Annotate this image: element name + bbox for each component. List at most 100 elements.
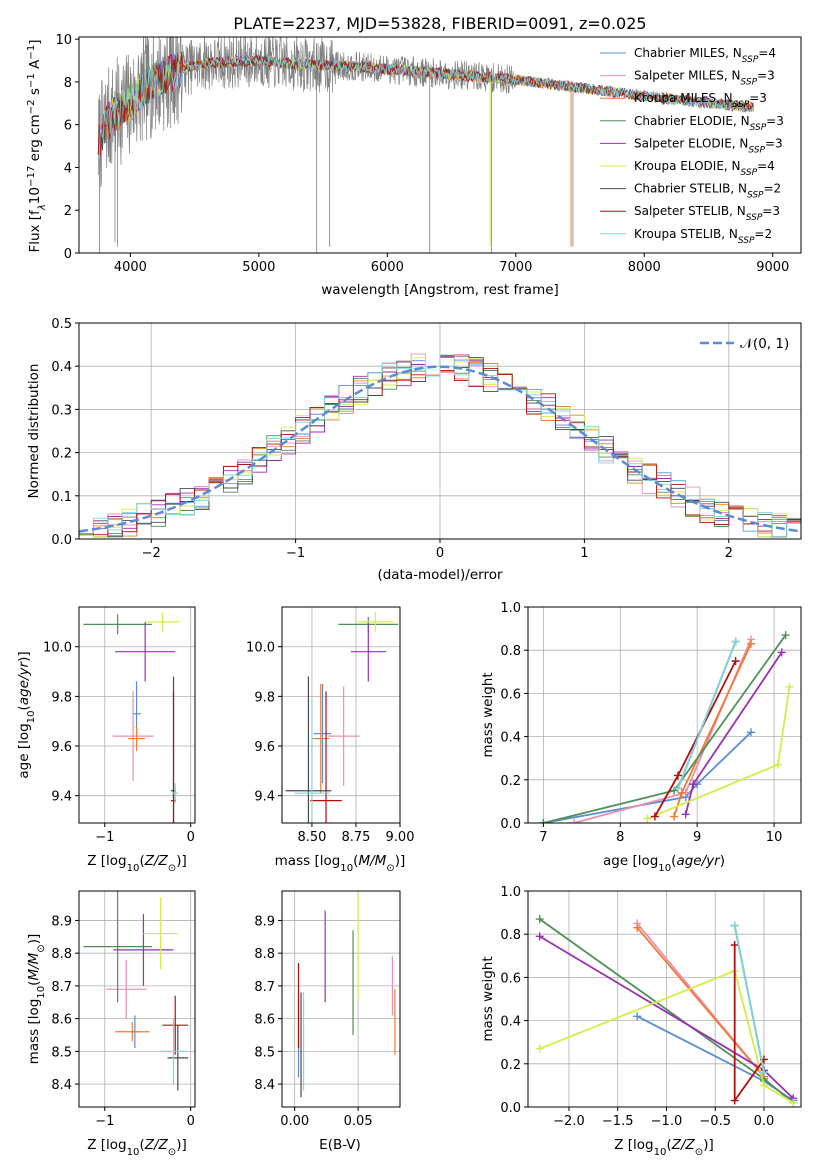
y-tick-label: 9.4 [51, 790, 72, 805]
weight-marker-kroupa_elodie [773, 760, 782, 769]
legend-label-kroupa_stelib-part: SSP [738, 236, 755, 246]
axes-frame [281, 890, 401, 1108]
x-axis-label-part: ( [353, 853, 358, 869]
legend-label-salpeter_stelib-part: Salpeter STELIB, N [634, 204, 746, 218]
x-axis-label-part: Z [log [614, 1137, 653, 1153]
y-tick-label: 0.1 [51, 490, 72, 505]
y-tick-label: 0.6 [500, 687, 521, 702]
y-tick-label: 9.4 [254, 790, 275, 805]
y-tick-label: 0.4 [500, 731, 521, 746]
y-tick-label: 8.5 [254, 1045, 275, 1060]
legend-label-kroupa_elodie-part: Kroupa ELODIE, N [634, 159, 741, 173]
y-tick-label: 6 [64, 119, 72, 134]
weight-marker-kroupa_stelib [730, 921, 739, 930]
y-tick-label: 2 [64, 204, 72, 219]
y-axis-label-part: 10 [36, 986, 47, 999]
plot-area [285, 611, 399, 823]
x-axis-label: Z [log10(Z/Z⊙)] [87, 853, 187, 874]
x-tick-label: 7 [539, 830, 547, 845]
plot-area [97, 37, 754, 253]
x-axis-label-part: ⊙ [168, 1147, 176, 1158]
legend-label-chabrier_stelib-part: Chabrier STELIB, N [634, 182, 747, 196]
y-tick-label: 10.0 [246, 641, 275, 656]
metallicity-mass-weight-panel: −2.0 −1.5 −1.0 −0.5 0.0 0.0 0.2 0.4 0.6 0.8 1.0 Z [… [480, 885, 802, 1158]
y-axis-label-part: ( [26, 981, 42, 986]
y-axis-label: Flux [fλ10−17 erg cm−2 s−1 A−1] [26, 39, 48, 252]
x-axis-label-part: ⊙ [386, 863, 394, 874]
weight-marker-salpeter_elodie [535, 932, 544, 941]
weight-line-salpeter_stelib [733, 945, 765, 1104]
legend-label-kroupa_miles-part: SSP [733, 100, 750, 110]
x-axis-label-part: ) [720, 853, 725, 869]
x-axis-label-part: Z/Z [144, 853, 169, 869]
x-axis-label: Z [log10(Z/Z⊙)] [87, 1137, 187, 1158]
x-axis-label: age [log10(age/yr) [603, 853, 725, 874]
x-tick-label: 9 [693, 830, 701, 845]
x-tick-label: 4000 [114, 260, 147, 275]
weight-marker-salpeter_stelib [730, 1096, 739, 1105]
x-tick-label: −2.0 [553, 1114, 585, 1129]
ebv-mass-panel: 0.00 0.05 8.4 8.5 8.6 8.7 8.8 8.9 E(B-V) [254, 890, 401, 1153]
y-tick-label: 8.9 [51, 914, 72, 929]
x-axis-label-part: age [log [603, 853, 658, 869]
x-tick-label: 0 [436, 546, 444, 561]
legend-label-kroupa_miles-part: =3 [749, 91, 767, 105]
x-axis-label-part: )] [176, 853, 187, 869]
weight-line-kroupa_stelib [733, 925, 765, 1073]
x-axis-label: (data-model)/error [377, 567, 503, 583]
y-tick-label: 8.5 [51, 1045, 72, 1060]
y-axis-label-part: −2 [26, 99, 37, 114]
y-tick-label: 0.2 [500, 1058, 521, 1073]
plot-area [83, 611, 180, 823]
x-tick-label: 9000 [756, 260, 789, 275]
y-axis-label: age [log10(age/yr)] [16, 651, 37, 778]
y-tick-label: 8.7 [51, 980, 72, 995]
weight-marker-kroupa_miles [633, 923, 642, 932]
x-tick-label: 1 [580, 546, 588, 561]
y-tick-label: 8 [64, 76, 72, 91]
y-axis-label-part: ] [27, 39, 43, 44]
weight-marker-kroupa_elodie [643, 814, 652, 823]
legend-label-kroupa_elodie-part: SSP [741, 168, 758, 178]
x-tick-label: 2 [725, 546, 733, 561]
weight-marker-salpeter_stelib [730, 941, 739, 949]
y-tick-label: 8.4 [254, 1078, 275, 1093]
legend-label-salpeter_elodie-part: =3 [765, 136, 783, 150]
weight-line-kroupa_elodie [646, 686, 791, 820]
legend-label-salpeter_elodie: Salpeter ELODIE, NSSP=3 [634, 136, 783, 155]
x-axis-label-part: M/M [358, 853, 386, 869]
weight-marker-chabrier_miles [747, 728, 756, 737]
x-axis-label-part: ⊙ [168, 863, 176, 874]
x-axis-label-part: age/yr [676, 853, 721, 869]
plot-area [83, 891, 189, 1091]
weight-marker-salpeter_elodie [681, 810, 690, 819]
model-spectrum-kroupa_stelib [97, 54, 754, 160]
x-tick-label: −2 [142, 546, 161, 561]
gaussian-curve [79, 365, 801, 533]
y-tick-label: 1.0 [500, 885, 521, 900]
weight-marker-kroupa_elodie [535, 1044, 544, 1053]
axes-frame [78, 606, 196, 824]
x-tick-label: 8 [616, 830, 624, 845]
y-axis-label-part: M/M [26, 952, 42, 980]
x-axis-label-part: Z [log [87, 1137, 126, 1153]
weight-marker-kroupa_miles [747, 639, 756, 648]
x-axis-label-part: ⊙ [695, 1147, 703, 1158]
y-tick-label: 9.6 [254, 740, 275, 755]
x-axis-label: Z [log10(Z/Z⊙)] [614, 1137, 714, 1158]
legend-label-salpeter_elodie-part: SSP [748, 145, 765, 155]
y-axis-label-part: s [27, 88, 43, 99]
y-axis-label-part: mass [log [26, 999, 42, 1065]
y-tick-label: 9.6 [51, 740, 72, 755]
axes-frame [527, 606, 802, 824]
x-tick-label: 5000 [242, 260, 275, 275]
weight-marker-kroupa_miles [677, 788, 686, 797]
x-tick-label: −1.5 [602, 1114, 634, 1129]
weight-marker-kroupa_stelib [759, 1068, 768, 1077]
legend-label-chabrier_stelib-part: =2 [764, 182, 782, 196]
legend-label-chabrier_elodie-part: Chabrier ELODIE, N [634, 114, 750, 128]
x-tick-label: 8.75 [341, 830, 370, 845]
y-axis-label-part: )] [26, 934, 42, 945]
y-tick-label: 0.0 [51, 533, 72, 548]
